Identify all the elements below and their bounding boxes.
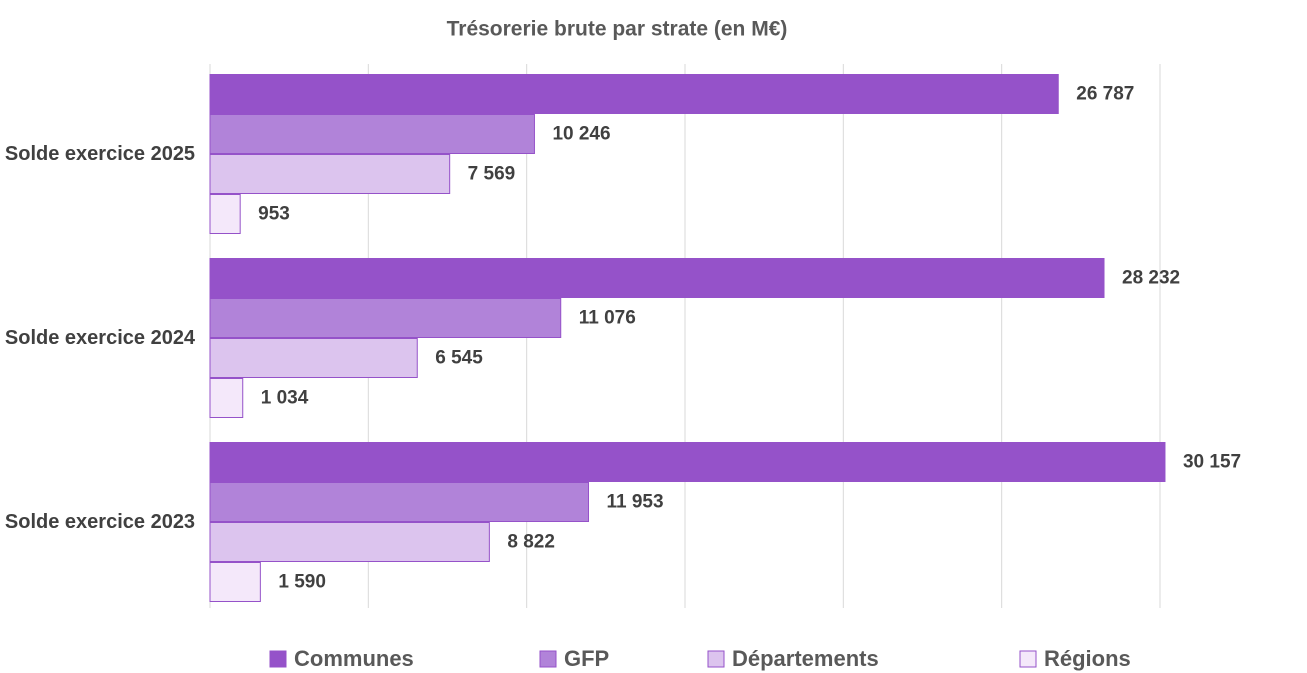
value-label: 28 232 [1122, 268, 1180, 289]
value-label: 7 569 [468, 164, 516, 185]
value-label: 8 822 [507, 532, 555, 553]
value-label: 26 787 [1076, 84, 1134, 105]
value-label: 10 246 [552, 124, 610, 145]
bar [209, 378, 244, 418]
legend-swatch [707, 650, 725, 668]
value-label: 1 034 [261, 388, 309, 409]
category-label: Solde exercice 2025 [4, 143, 196, 165]
value-label: 11 076 [579, 308, 636, 329]
legend-label: Départements [732, 646, 879, 671]
bar [209, 194, 241, 234]
bar [209, 522, 490, 562]
bar [209, 154, 451, 194]
bar [209, 482, 590, 522]
bar [209, 114, 535, 154]
bar [209, 562, 261, 602]
legend-label: Communes [294, 646, 414, 671]
value-label: 30 157 [1183, 452, 1241, 473]
category-label: Solde exercice 2023 [4, 511, 196, 533]
bar [209, 298, 562, 338]
legend-swatch [269, 650, 287, 668]
legend-swatch [539, 650, 557, 668]
value-label: 11 953 [607, 492, 664, 513]
value-label: 6 545 [435, 348, 483, 369]
bar [209, 442, 1166, 482]
value-label: 1 590 [278, 572, 326, 593]
legend-swatch [1019, 650, 1037, 668]
bar [209, 258, 1105, 298]
bar [209, 74, 1059, 114]
legend-label: Régions [1044, 646, 1131, 671]
legend-label: GFP [564, 646, 609, 671]
value-label: 953 [258, 204, 290, 225]
bar [209, 338, 418, 378]
chart-title: Trésorerie brute par strate (en M€) [447, 18, 788, 41]
category-label: Solde exercice 2024 [4, 327, 196, 349]
